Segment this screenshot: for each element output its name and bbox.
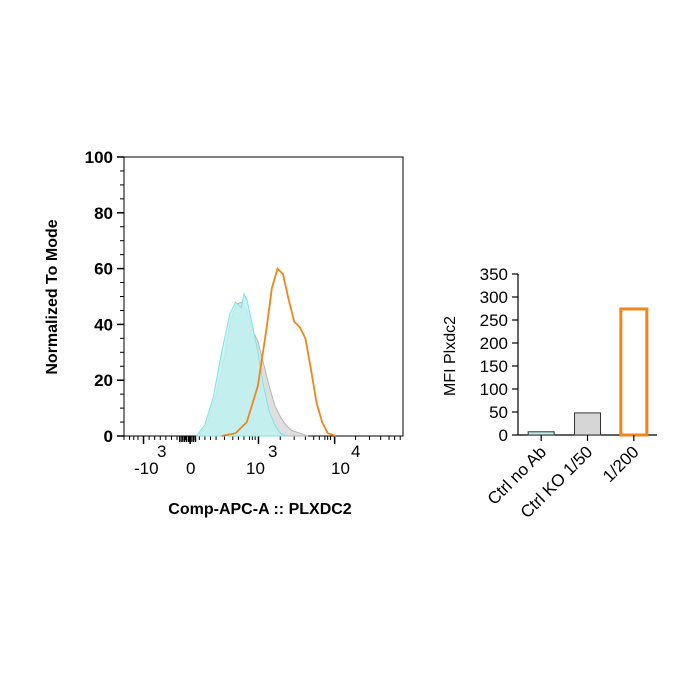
- y-tick-label: 0: [104, 427, 113, 446]
- bar-category-label: 1/200: [599, 442, 643, 486]
- histogram-series-1: [195, 292, 287, 437]
- bar-y-tick-label: 50: [489, 403, 508, 422]
- y-tick-label: 100: [85, 148, 113, 167]
- x-tick-exponent: 3: [268, 442, 277, 461]
- y-axis-title: Normalized To Mode: [44, 219, 61, 374]
- bar-y-tick-label: 150: [480, 357, 508, 376]
- y-tick-label: 20: [94, 371, 113, 390]
- bar-y-tick-label: 250: [480, 311, 508, 330]
- bar-y-tick-label: 300: [480, 288, 508, 307]
- x-tick-exponent: 4: [351, 442, 360, 461]
- bar-y-tick-label: 0: [499, 426, 508, 445]
- bar-y-tick-label: 350: [480, 265, 508, 284]
- bar-y-tick-label: 200: [480, 334, 508, 353]
- bar-0: [527, 431, 555, 436]
- x-tick-label: 0: [186, 459, 195, 478]
- bar-1: [574, 412, 601, 436]
- histogram-series-2: [221, 266, 337, 437]
- x-tick-exponent: 3: [157, 442, 166, 461]
- bar-y-axis-title: MFI Plxdc2: [442, 316, 459, 396]
- x-tick-label: -10: [134, 459, 159, 478]
- y-tick-label: 80: [94, 204, 113, 223]
- x-axis-title: Comp-APC-A :: PLXDC2: [168, 501, 352, 518]
- y-tick-label: 40: [94, 315, 113, 334]
- bar-y-tick-label: 100: [480, 380, 508, 399]
- x-tick-label: 10: [331, 459, 350, 478]
- y-tick-label: 60: [94, 260, 113, 279]
- bar-2: [619, 307, 649, 437]
- x-tick-label: 10: [246, 459, 265, 478]
